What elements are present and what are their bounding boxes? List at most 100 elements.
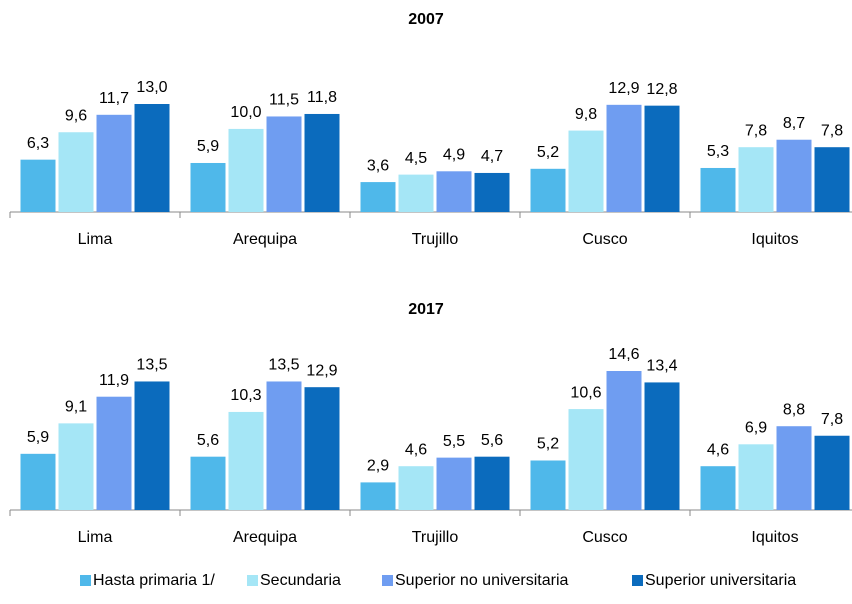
bar bbox=[474, 456, 510, 510]
bar bbox=[228, 411, 264, 510]
data-label: 9,6 bbox=[65, 107, 87, 124]
data-label: 13,5 bbox=[268, 357, 299, 374]
x-tick-label: Iquitos bbox=[751, 231, 798, 248]
bar bbox=[776, 139, 812, 212]
legend-swatch bbox=[80, 575, 91, 586]
bar bbox=[530, 460, 566, 510]
bar bbox=[96, 114, 132, 212]
bar bbox=[474, 172, 510, 212]
data-label: 4,9 bbox=[443, 147, 465, 164]
data-label: 10,6 bbox=[570, 384, 601, 401]
data-label: 7,8 bbox=[745, 122, 767, 139]
legend-swatch bbox=[382, 575, 393, 586]
legend-swatch bbox=[632, 575, 643, 586]
data-label: 4,5 bbox=[405, 150, 427, 167]
bar bbox=[568, 409, 604, 510]
bar bbox=[436, 171, 472, 212]
data-label: 5,6 bbox=[197, 432, 219, 449]
data-label: 4,6 bbox=[405, 441, 427, 458]
bar bbox=[228, 128, 264, 212]
data-label: 10,0 bbox=[230, 104, 261, 121]
data-label: 5,6 bbox=[481, 432, 503, 449]
data-label: 5,9 bbox=[27, 429, 49, 446]
data-label: 11,7 bbox=[99, 90, 129, 107]
x-tick-label: Trujillo bbox=[412, 529, 459, 546]
data-label: 3,6 bbox=[367, 157, 389, 174]
data-label: 8,7 bbox=[783, 115, 805, 132]
data-label: 11,8 bbox=[307, 89, 337, 106]
bar bbox=[530, 168, 566, 212]
data-label: 5,5 bbox=[443, 433, 465, 450]
bar bbox=[814, 435, 850, 510]
bar bbox=[304, 113, 340, 212]
bar bbox=[814, 147, 850, 212]
x-tick-label: Lima bbox=[78, 231, 113, 248]
bar bbox=[398, 466, 434, 510]
x-tick-label: Trujillo bbox=[412, 231, 459, 248]
bar bbox=[58, 423, 94, 510]
x-tick-label: Iquitos bbox=[751, 529, 798, 546]
data-label: 6,9 bbox=[745, 420, 767, 437]
bar bbox=[190, 456, 226, 510]
bar bbox=[738, 444, 774, 510]
data-label: 8,8 bbox=[783, 401, 805, 418]
bar bbox=[266, 116, 302, 212]
data-label: 2,9 bbox=[367, 458, 389, 475]
legend-label: Superior no universitaria bbox=[395, 572, 569, 589]
bar bbox=[134, 381, 170, 510]
data-label: 7,8 bbox=[821, 411, 843, 428]
x-tick-label: Cusco bbox=[582, 231, 627, 248]
data-label: 9,8 bbox=[575, 106, 597, 123]
data-label: 12,9 bbox=[306, 362, 337, 379]
bar bbox=[700, 466, 736, 510]
data-label: 5,2 bbox=[537, 436, 559, 453]
x-tick-label: Cusco bbox=[582, 529, 627, 546]
data-label: 14,6 bbox=[608, 346, 639, 363]
bar bbox=[20, 453, 56, 510]
data-label: 13,4 bbox=[646, 358, 677, 375]
bar bbox=[96, 396, 132, 510]
legend-swatch bbox=[247, 575, 258, 586]
legend-label: Hasta primaria 1/ bbox=[93, 572, 215, 589]
bar bbox=[190, 162, 226, 212]
bar bbox=[58, 132, 94, 212]
bar bbox=[436, 457, 472, 510]
data-label: 6,3 bbox=[27, 135, 49, 152]
bar bbox=[606, 371, 642, 510]
bar bbox=[304, 387, 340, 510]
bar bbox=[360, 482, 396, 510]
data-label: 10,3 bbox=[230, 387, 261, 404]
data-label: 11,5 bbox=[269, 92, 299, 109]
bar bbox=[360, 182, 396, 212]
bar bbox=[266, 381, 302, 510]
data-label: 5,3 bbox=[707, 143, 729, 160]
bar bbox=[644, 382, 680, 510]
data-label: 11,9 bbox=[99, 372, 129, 389]
bar bbox=[738, 147, 774, 212]
chart-title: 2007 bbox=[408, 11, 444, 28]
x-tick-label: Lima bbox=[78, 529, 113, 546]
data-label: 12,9 bbox=[608, 80, 639, 97]
legend-label: Secundaria bbox=[260, 572, 341, 589]
data-label: 13,5 bbox=[136, 357, 167, 374]
bar bbox=[20, 159, 56, 212]
bar bbox=[776, 426, 812, 510]
data-label: 5,2 bbox=[537, 144, 559, 161]
data-label: 5,9 bbox=[197, 138, 219, 155]
bar bbox=[644, 105, 680, 212]
legend-label: Superior universitaria bbox=[645, 572, 796, 589]
data-label: 7,8 bbox=[821, 122, 843, 139]
x-tick-label: Arequipa bbox=[233, 529, 297, 546]
bar bbox=[568, 130, 604, 212]
data-label: 13,0 bbox=[136, 79, 167, 96]
chart-title: 2017 bbox=[408, 301, 444, 318]
data-label: 12,8 bbox=[646, 81, 677, 98]
bar bbox=[606, 104, 642, 212]
bar bbox=[134, 104, 170, 212]
bar bbox=[398, 174, 434, 212]
data-label: 4,6 bbox=[707, 441, 729, 458]
data-label: 4,7 bbox=[481, 148, 503, 165]
x-tick-label: Arequipa bbox=[233, 231, 297, 248]
bar bbox=[700, 167, 736, 212]
